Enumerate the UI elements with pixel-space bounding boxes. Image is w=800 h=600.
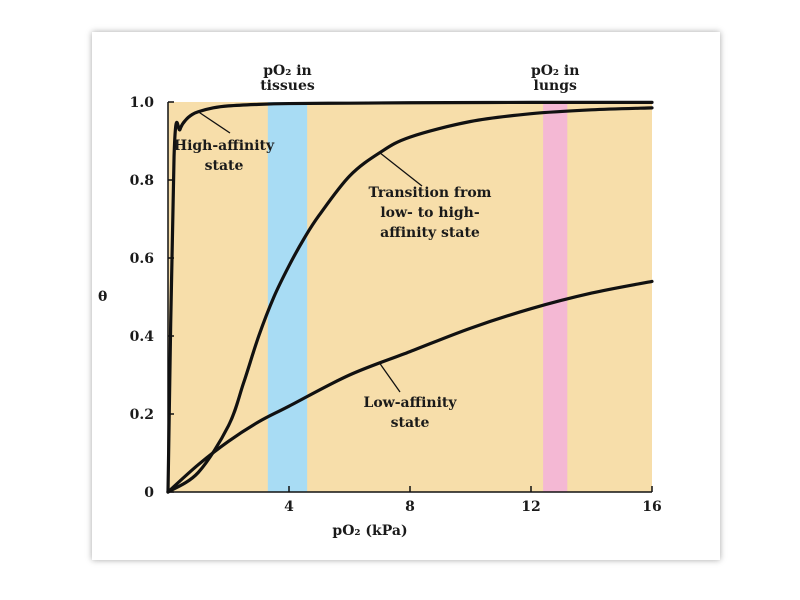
series-line-2 [166,279,654,494]
x-tick-label-1: 8 [405,499,415,515]
band-label-1-line2: lungs [534,78,577,94]
annotation-2-line-1: state [391,415,430,431]
y-tick-label-2: 0.4 [130,329,155,345]
annotation-2-line-0: Low-affinity [363,395,457,411]
y-tick-label-5: 1.0 [130,95,155,111]
annotation-1-line-2: affinity state [380,225,480,241]
y-tick-label-4: 0.8 [130,173,154,189]
band-1 [543,102,568,492]
series-line-1 [166,106,654,494]
annotation-0-line-1: state [205,158,244,174]
y-tick-label-3: 0.6 [130,251,154,267]
y-axis-title: θ [98,289,107,305]
band-label-0-line1: pO₂ in [263,63,312,79]
y-tick-label-0: 0 [144,485,154,501]
annotation-0-line-0: High-affinity [174,138,275,154]
y-tick-label-1: 0.2 [130,407,154,423]
annotation-1-line-1: low- to high- [380,205,480,221]
annotation-1-line-0: Transition from [369,185,492,201]
annotation-0-pointer [197,111,231,134]
x-tick-label-0: 4 [284,499,294,515]
x-tick-label-3: 16 [642,499,661,515]
x-tick-label-2: 12 [521,499,540,515]
annotation-2-pointer [379,362,401,393]
x-axis-title: pO₂ (kPa) [332,523,407,539]
band-label-1-line1: pO₂ in [531,63,580,79]
figure-frame: pO₂ in tissues pO₂ in lungs 0 0.2 0.4 0.6 0.8 1.0… [92,32,720,560]
series-line-0 [166,100,654,494]
band-label-0-line2: tissues [260,78,315,94]
annotation-1-pointer [379,152,423,187]
